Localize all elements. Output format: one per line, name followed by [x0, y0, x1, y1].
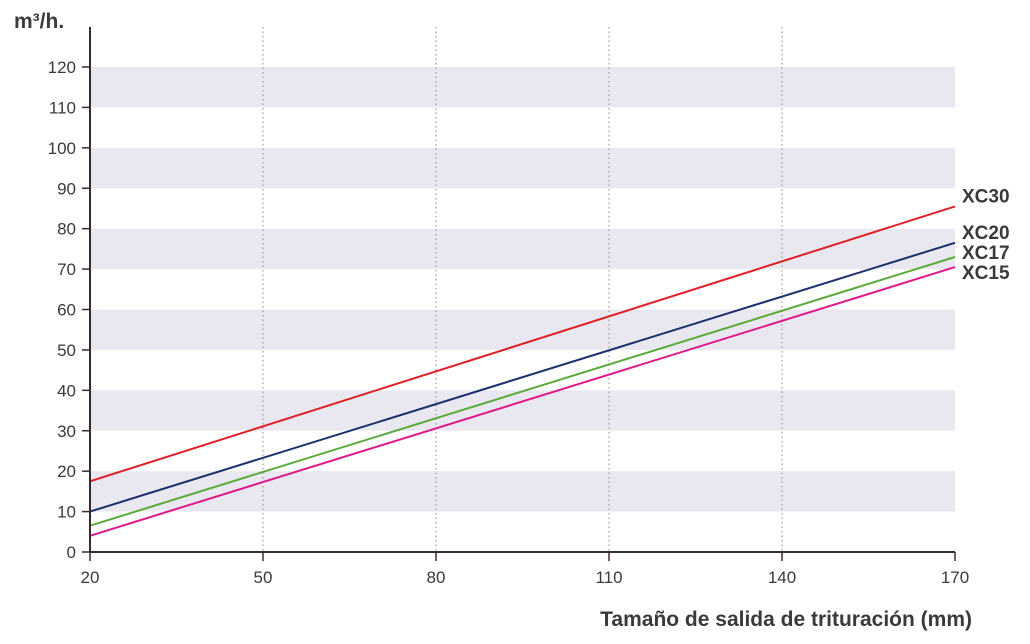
x-tick-label: 20	[81, 568, 100, 587]
x-tick-label: 140	[768, 568, 796, 587]
y-tick-label: 70	[57, 260, 76, 279]
series-lines	[89, 205, 956, 537]
x-tick-label: 110	[595, 568, 622, 587]
y-tick-label: 50	[57, 341, 76, 360]
series-line-xc17	[89, 256, 956, 527]
y-tick-label: 100	[48, 139, 76, 158]
grid-band	[90, 147, 955, 189]
series-label-xc20: XC20	[962, 223, 1010, 244]
y-tick-label: 60	[57, 301, 76, 320]
x-axis-title: Tamaño de salida de trituración (mm)	[600, 608, 972, 631]
grid-band	[90, 390, 955, 431]
series-line-xc30	[89, 205, 956, 483]
grid-band	[90, 67, 955, 108]
axes	[89, 27, 955, 553]
y-tick-label: 120	[48, 58, 76, 77]
y-tick-label: 0	[67, 543, 76, 562]
y-axis-title: m³/h.	[14, 10, 64, 33]
grid-bands	[90, 67, 955, 512]
grid-band	[90, 228, 955, 270]
series-line-xc15	[89, 266, 956, 537]
y-tick-label: 20	[57, 462, 76, 481]
x-axis-ticks: 20 50 80 110 140 170	[81, 552, 969, 587]
y-axis-ticks: 0 10 20 30 40 50 60 70 80 90 100 110 120	[48, 58, 90, 562]
series-label-xc30: XC30	[962, 186, 1010, 207]
vertical-gridlines	[262, 27, 783, 552]
x-tick-label: 170	[941, 568, 969, 587]
y-tick-label: 40	[57, 381, 76, 400]
grid-band	[90, 471, 955, 512]
x-tick-label: 50	[254, 568, 273, 587]
series-line-xc20	[89, 241, 956, 513]
y-tick-label: 80	[57, 220, 76, 239]
y-tick-label: 30	[57, 422, 76, 441]
y-tick-label: 90	[57, 179, 76, 198]
series-label-xc17: XC17	[962, 243, 1010, 264]
x-tick-label: 80	[427, 568, 446, 587]
y-tick-label: 110	[49, 98, 76, 117]
series-label-xc15: XC15	[962, 263, 1010, 284]
y-tick-label: 10	[57, 503, 76, 522]
